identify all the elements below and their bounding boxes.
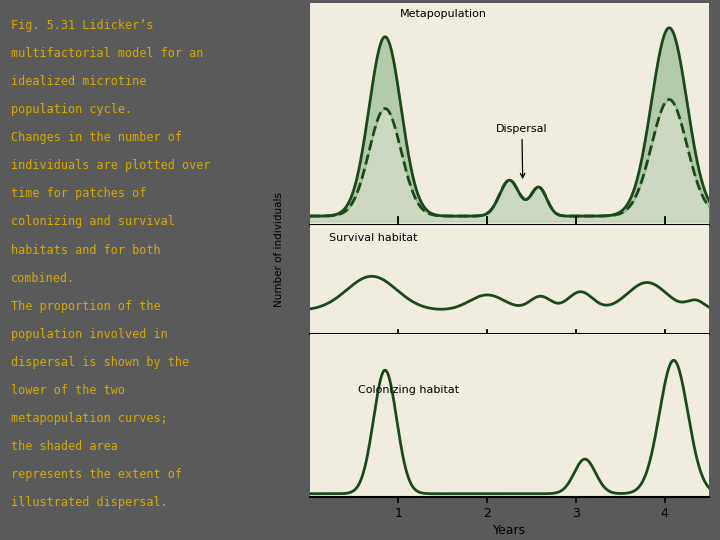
Text: Survival habitat: Survival habitat — [329, 233, 418, 244]
Text: multifactorial model for an: multifactorial model for an — [11, 47, 203, 60]
Text: Metapopulation: Metapopulation — [400, 9, 487, 19]
Text: metapopulation curves;: metapopulation curves; — [11, 412, 168, 425]
Text: represents the extent of: represents the extent of — [11, 468, 181, 481]
Text: population cycle.: population cycle. — [11, 103, 132, 116]
Text: habitats and for both: habitats and for both — [11, 244, 161, 256]
Text: Dispersal: Dispersal — [496, 124, 548, 178]
Text: time for patches of: time for patches of — [11, 187, 146, 200]
Text: Fig. 5.31 Lidicker’s: Fig. 5.31 Lidicker’s — [11, 19, 153, 32]
X-axis label: Years: Years — [492, 524, 526, 537]
Text: population involved in: population involved in — [11, 328, 168, 341]
Text: illustrated dispersal.: illustrated dispersal. — [11, 496, 168, 509]
Text: combined.: combined. — [11, 272, 75, 285]
Text: colonizing and survival: colonizing and survival — [11, 215, 175, 228]
Text: dispersal is shown by the: dispersal is shown by the — [11, 356, 189, 369]
Text: lower of the two: lower of the two — [11, 384, 125, 397]
Text: the shaded area: the shaded area — [11, 440, 117, 453]
Text: The proportion of the: The proportion of the — [11, 300, 161, 313]
Text: Number of individuals: Number of individuals — [274, 192, 284, 307]
Text: idealized microtine: idealized microtine — [11, 75, 146, 88]
Text: individuals are plotted over: individuals are plotted over — [11, 159, 210, 172]
Text: Changes in the number of: Changes in the number of — [11, 131, 181, 144]
Text: Colonizing habitat: Colonizing habitat — [359, 385, 459, 395]
